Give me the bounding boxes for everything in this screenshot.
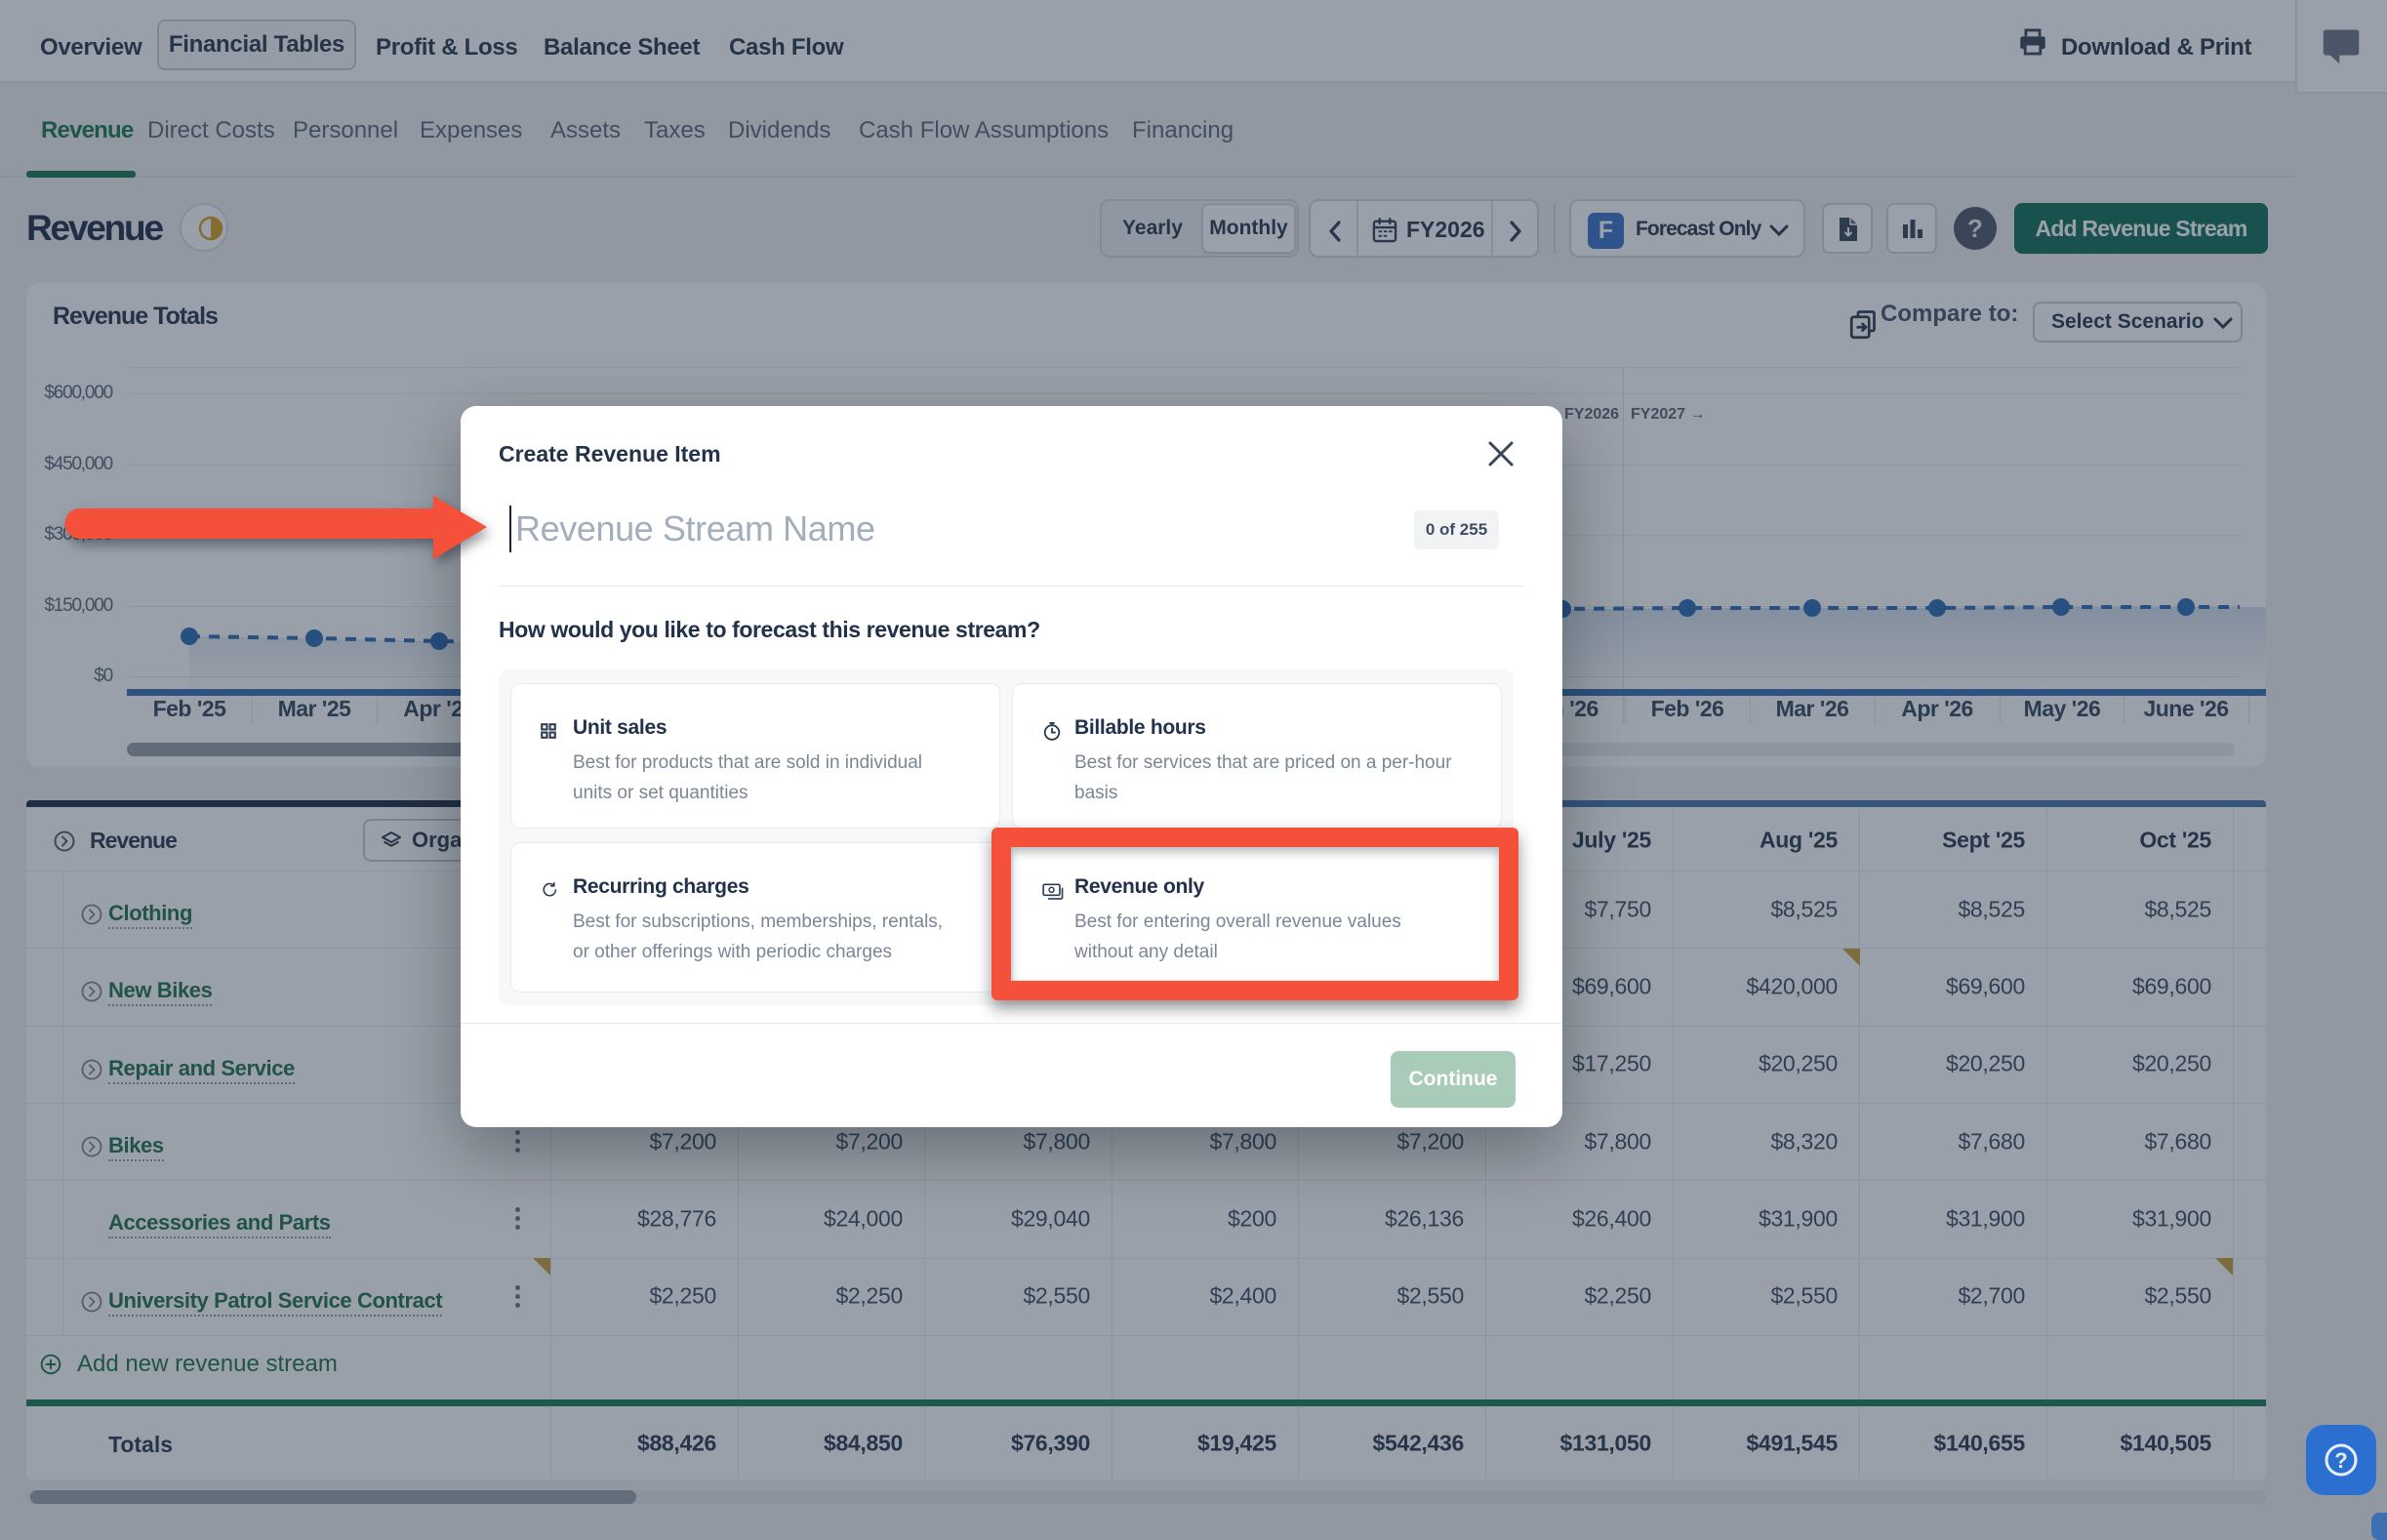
svg-text:?: ?: [2334, 1448, 2347, 1473]
